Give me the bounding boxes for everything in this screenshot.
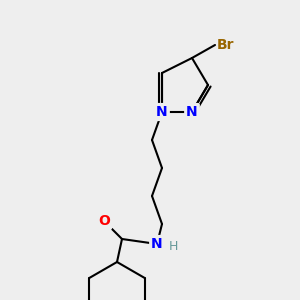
Text: Br: Br [217, 38, 235, 52]
Text: N: N [151, 237, 163, 251]
Text: N: N [156, 105, 168, 119]
Text: H: H [168, 239, 178, 253]
Text: O: O [98, 214, 110, 228]
Text: N: N [186, 105, 198, 119]
